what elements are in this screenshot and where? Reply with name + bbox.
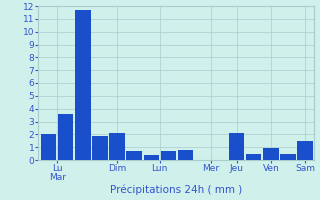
Bar xyxy=(92,136,108,160)
Bar xyxy=(109,133,125,160)
Bar xyxy=(229,133,244,160)
Bar xyxy=(144,155,159,160)
Bar xyxy=(297,141,313,160)
Bar xyxy=(178,150,193,160)
Bar xyxy=(263,148,278,160)
Bar xyxy=(246,154,261,160)
Bar xyxy=(41,134,56,160)
X-axis label: Précipitations 24h ( mm ): Précipitations 24h ( mm ) xyxy=(110,185,242,195)
Bar xyxy=(126,151,142,160)
Bar xyxy=(58,114,74,160)
Bar xyxy=(280,154,296,160)
Bar xyxy=(75,10,91,160)
Bar xyxy=(161,151,176,160)
